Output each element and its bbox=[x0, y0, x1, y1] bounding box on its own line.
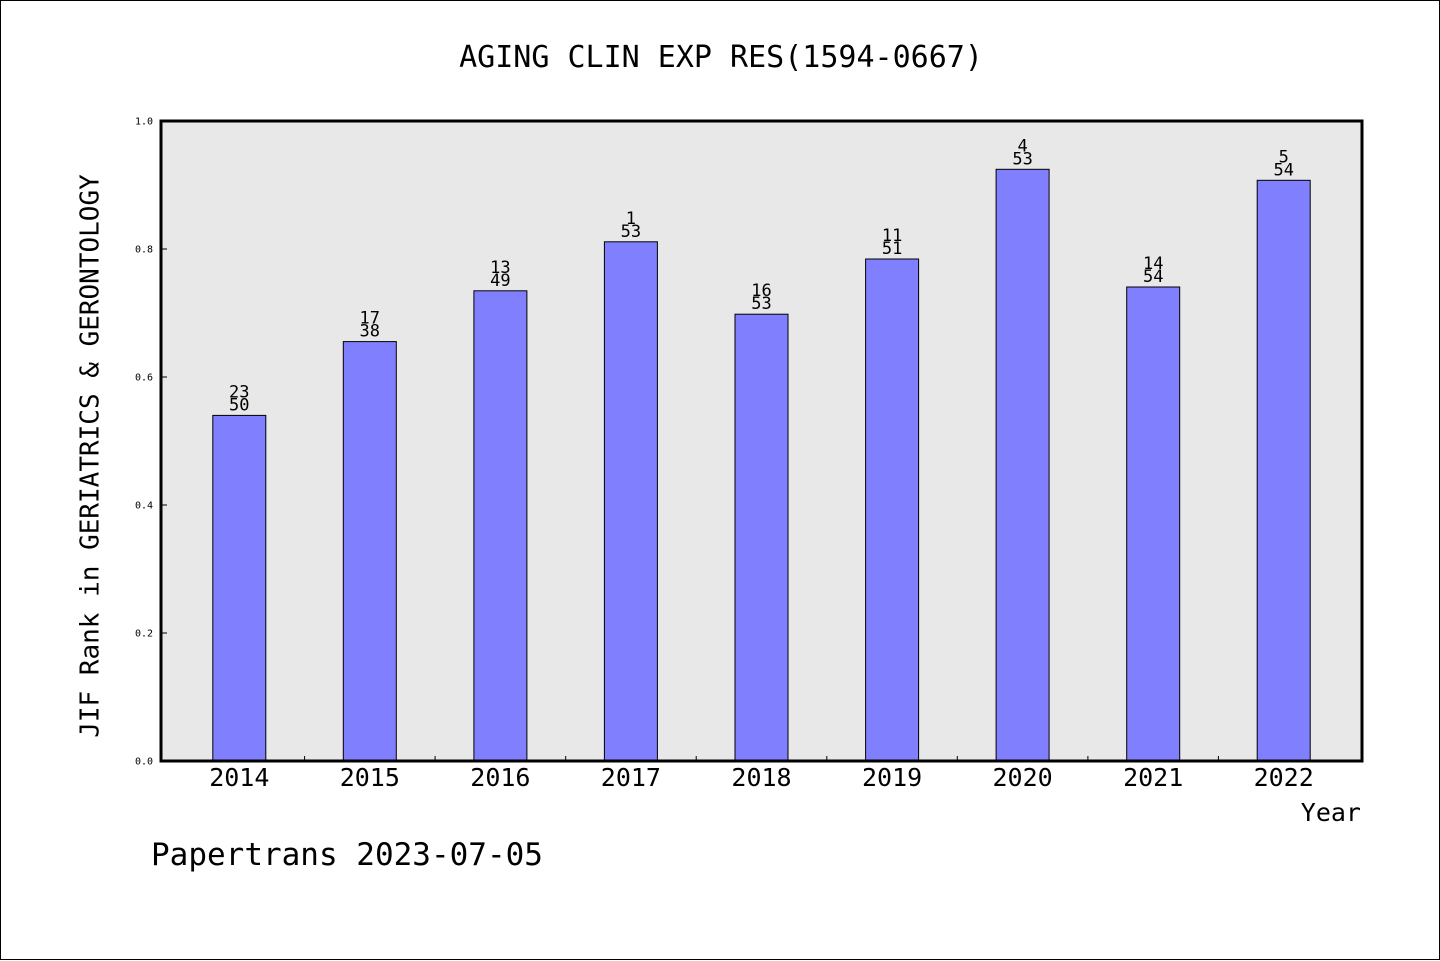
y-tick-label-0.6: 0.6 bbox=[135, 373, 153, 384]
bar-2014 bbox=[212, 414, 267, 762]
bar-2020 bbox=[995, 168, 1050, 762]
rank-label-2019: 11 bbox=[882, 226, 902, 246]
total-label-2016: 49 bbox=[490, 271, 510, 291]
bar-2016 bbox=[473, 290, 528, 762]
chart-title: AGING CLIN EXP RES(1594-0667) bbox=[459, 40, 983, 75]
total-label-2015: 38 bbox=[360, 322, 380, 342]
y-tick-label-0.0: 0.0 bbox=[135, 757, 153, 768]
footer-credit: Papertrans 2023-07-05 bbox=[151, 837, 543, 873]
x-tick-label-2015: 2015 bbox=[340, 763, 400, 792]
rank-label-2015: 17 bbox=[360, 309, 380, 329]
rank-label-2022: 5 bbox=[1279, 147, 1289, 167]
x-tick-label-2018: 2018 bbox=[731, 763, 791, 792]
x-tick-label-2022: 2022 bbox=[1254, 763, 1314, 792]
rank-label-2018: 16 bbox=[751, 281, 771, 301]
bar-2015 bbox=[342, 341, 397, 762]
rank-label-2020: 4 bbox=[1017, 136, 1027, 156]
bar-2022 bbox=[1256, 179, 1311, 762]
x-axis-label: Year bbox=[1301, 798, 1361, 827]
rank-label-2021: 14 bbox=[1143, 254, 1163, 274]
x-tick-label-2021: 2021 bbox=[1123, 763, 1183, 792]
x-axis: 2014 2015 2016 2017 2018 2019 2020 2021 2022 bbox=[209, 756, 1314, 792]
rank-label-2016: 13 bbox=[490, 258, 510, 278]
x-tick-label-2020: 2020 bbox=[992, 763, 1052, 792]
y-tick-label-0.2: 0.2 bbox=[135, 629, 153, 640]
x-tick-label-2016: 2016 bbox=[470, 763, 530, 792]
x-tick-label-2019: 2019 bbox=[862, 763, 922, 792]
y-tick-label-0.4: 0.4 bbox=[135, 501, 153, 512]
total-label-2019: 51 bbox=[882, 239, 902, 259]
total-label-2021: 54 bbox=[1143, 267, 1163, 287]
plot-border bbox=[159, 119, 1364, 763]
total-label-2014: 50 bbox=[229, 395, 249, 415]
bars-group bbox=[212, 168, 1311, 762]
y-tick-label-1.0: 1.0 bbox=[135, 117, 153, 128]
total-label-2018: 53 bbox=[751, 294, 771, 314]
rank-label-2017: 1 bbox=[626, 209, 636, 229]
x-tick-label-2014: 2014 bbox=[209, 763, 269, 792]
total-label-2017: 53 bbox=[621, 222, 641, 242]
rank-label-2014: 23 bbox=[229, 382, 249, 402]
y-axis: 0.0 0.2 0.4 0.6 0.8 1.0 bbox=[135, 117, 167, 768]
y-axis-label: JIF Rank in GERIATRICS & GERONTOLOGY bbox=[76, 174, 106, 738]
bar-2019 bbox=[865, 258, 920, 762]
bar-2017 bbox=[603, 241, 658, 762]
total-label-2022: 54 bbox=[1273, 160, 1293, 180]
bar-2021 bbox=[1126, 286, 1181, 762]
x-tick-label-2017: 2017 bbox=[601, 763, 661, 792]
y-tick-label-0.8: 0.8 bbox=[135, 245, 153, 256]
bar-2018 bbox=[734, 313, 789, 762]
total-label-2020: 53 bbox=[1012, 149, 1032, 169]
